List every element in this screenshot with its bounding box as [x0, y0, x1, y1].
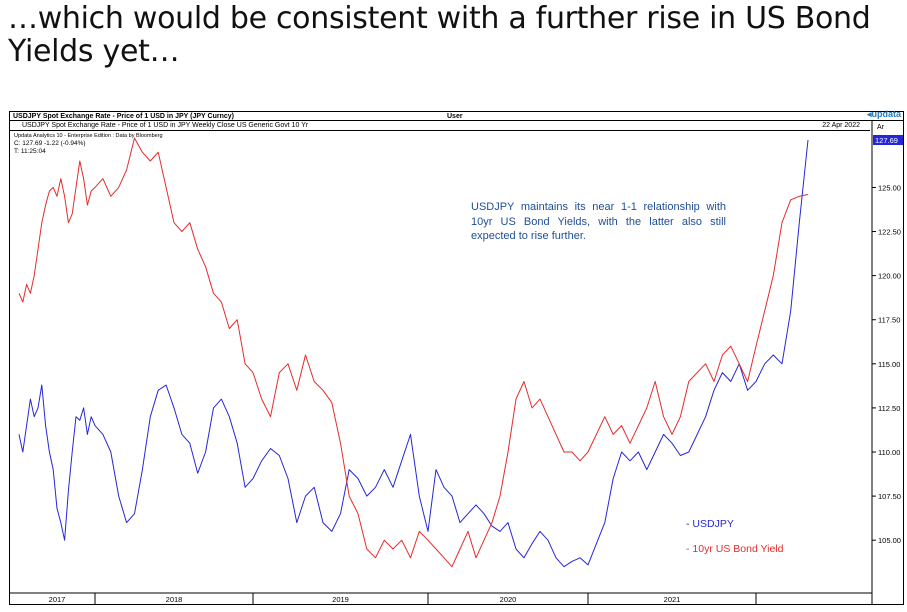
- legend-bond: - 10yr US Bond Yield: [686, 543, 783, 555]
- panel-title: USDJPY Spot Exchange Rate - Price of 1 U…: [13, 113, 234, 120]
- x-tick-label: 2017: [49, 595, 66, 604]
- y-tick-label: 112.50: [878, 404, 900, 413]
- y-tick-label: 125.00: [878, 183, 901, 192]
- series-line-usdjpy: [18, 139, 809, 568]
- time-line: T: 11:25:04: [14, 148, 46, 155]
- chart-date: 22 Apr 2022: [822, 122, 860, 129]
- y-tick-label: 122.50: [878, 228, 901, 237]
- y-tick-label: 115.00: [878, 360, 900, 369]
- chart-subtitle-bar: USDJPY Spot Exchange Rate - Price of 1 U…: [10, 121, 870, 131]
- series-line-bond-yield: [18, 137, 809, 568]
- edition-label: Updata Analytics 10 - Enterprise Edition…: [14, 133, 163, 139]
- panel-title-bar: USDJPY Spot Exchange Rate - Price of 1 U…: [10, 109, 903, 121]
- close-line: C: 127.69 -1.22 (-0.94%): [14, 140, 86, 147]
- x-tick-label: 2021: [664, 595, 681, 604]
- y-tick-label: 110.00: [878, 448, 900, 457]
- chart-info-block: Updata Analytics 10 - Enterprise Edition…: [14, 132, 163, 156]
- chart-subtitle: USDJPY Spot Exchange Rate - Price of 1 U…: [22, 122, 309, 129]
- x-tick-label: 2020: [500, 595, 517, 604]
- legend-usdjpy: - USDJPY: [686, 518, 734, 530]
- chart-frame: USDJPY Spot Exchange Rate - Price of 1 U…: [9, 109, 904, 605]
- x-tick-label: 2019: [332, 595, 349, 604]
- last-value-badge: [873, 134, 903, 145]
- updata-logo: ◂updata: [866, 109, 901, 119]
- y-tick-label: 107.50: [878, 492, 901, 501]
- y-tick-label: 117.50: [878, 316, 900, 325]
- slide-headline: …which would be consistent with a furthe…: [8, 1, 871, 69]
- chart-annotation: USDJPY maintains its near 1-1 relationsh…: [471, 201, 726, 242]
- legend-usdjpy-label: - USDJPY: [686, 518, 734, 530]
- panel-user: User: [447, 113, 463, 120]
- last-value-badge-label: 127.69: [875, 136, 898, 145]
- y-tick-label: 105.00: [878, 536, 901, 545]
- x-tick-label: 2018: [166, 595, 183, 604]
- y-tick-label: 120.00: [878, 272, 901, 281]
- legend-bond-label: - 10yr US Bond Yield: [686, 543, 784, 555]
- axis-tag: Ar: [877, 124, 885, 131]
